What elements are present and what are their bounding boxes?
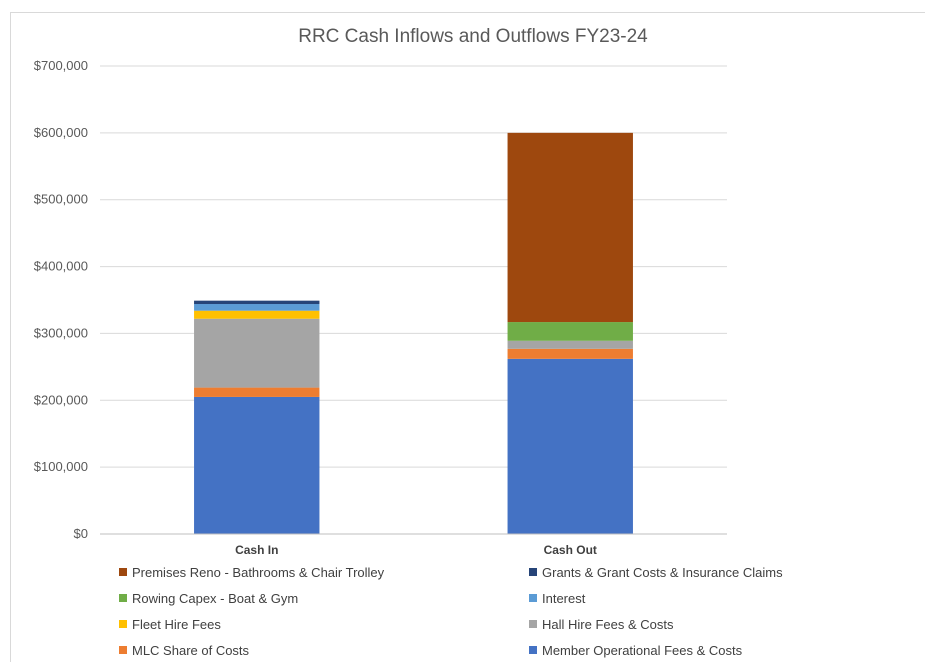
legend-label: MLC Share of Costs [132,643,250,658]
legend-label: Member Operational Fees & Costs [542,643,743,658]
y-tick-label: $200,000 [34,392,88,407]
chart-title: RRC Cash Inflows and Outflows FY23-24 [298,26,648,47]
y-tick-label: $700,000 [34,58,88,73]
legend-swatch [119,568,127,576]
y-axis-ticks: $0 $100,000 $200,000 $300,000 $400,000 $500,0… [34,58,88,541]
legend-swatch [119,594,127,602]
bar-segment-cash-out-0 [507,358,633,534]
bar-segment-cash-in-1 [194,387,320,397]
legend-label: Hall Hire Fees & Costs [542,617,674,632]
y-tick-label: $500,000 [34,192,88,207]
legend: Premises Reno - Bathrooms & Chair Trolle… [119,565,783,658]
legend-label: Rowing Capex - Boat & Gym [132,591,298,606]
x-axis-categories: Cash In Cash Out [235,543,597,557]
chart-frame [10,12,925,662]
x-category-label: Cash In [235,543,278,557]
bar-segment-cash-in-2 [194,318,320,388]
x-category-label: Cash Out [544,543,597,557]
legend-swatch [119,646,127,654]
legend-label: Interest [542,591,586,606]
bar-segment-cash-out-5 [507,322,633,341]
legend-swatch [529,620,537,628]
y-tick-label: $400,000 [34,259,88,274]
bar-segment-cash-out-7 [507,132,633,323]
y-tick-label: $300,000 [34,325,88,340]
legend-label: Fleet Hire Fees [132,617,221,632]
bar-segment-cash-in-6 [194,300,320,305]
legend-label: Premises Reno - Bathrooms & Chair Trolle… [132,565,385,580]
bar-segment-cash-in-4 [194,304,320,311]
legend-swatch [119,620,127,628]
bar-segment-cash-out-1 [507,348,633,359]
y-tick-label: $600,000 [34,125,88,140]
bar-segment-cash-in-0 [194,396,320,534]
legend-swatch [529,568,537,576]
y-tick-label: $100,000 [34,459,88,474]
bar-segment-cash-in-3 [194,310,320,319]
bar-segment-cash-out-2 [507,340,633,349]
legend-label: Grants & Grant Costs & Insurance Claims [542,565,783,580]
legend-swatch [529,594,537,602]
y-tick-label: $0 [74,526,88,541]
bars [194,132,633,534]
legend-swatch [529,646,537,654]
